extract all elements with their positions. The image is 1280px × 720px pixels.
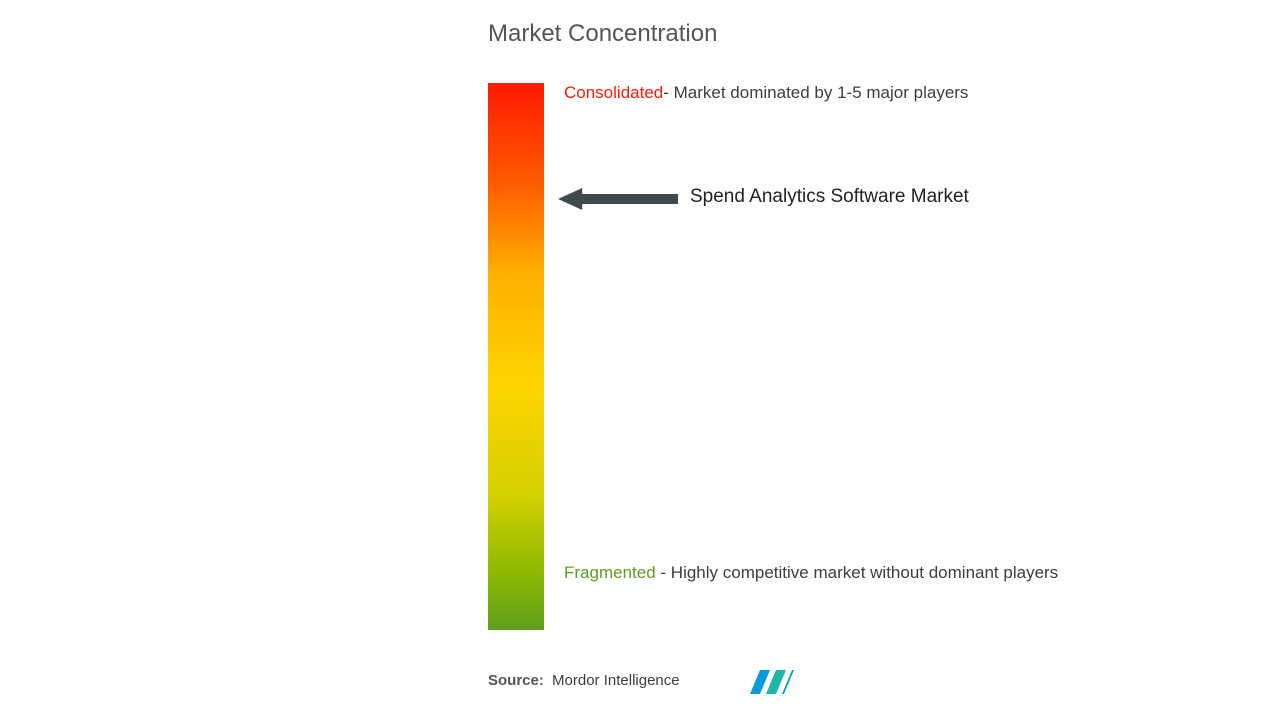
source-value: Mordor Intelligence (552, 672, 680, 689)
fragmented-keyword: Fragmented (564, 563, 656, 582)
consolidated-desc: - Market dominated by 1-5 major players (663, 83, 968, 102)
source-label: Source: (488, 672, 544, 689)
marker-arrow-icon (558, 188, 678, 210)
source-attribution: Source: Mordor Intelligence (488, 672, 680, 689)
fragmented-label: Fragmented - Highly competitive market w… (564, 556, 1058, 590)
market-marker-label: Spend Analytics Software Market (690, 186, 969, 208)
mordor-logo-icon (748, 668, 796, 696)
fragmented-desc: - Highly competitive market without domi… (660, 563, 1058, 582)
concentration-gradient-bar (488, 83, 544, 630)
chart-title: Market Concentration (488, 20, 717, 48)
consolidated-label: Consolidated- Market dominated by 1-5 ma… (564, 83, 968, 103)
consolidated-keyword: Consolidated (564, 83, 663, 102)
